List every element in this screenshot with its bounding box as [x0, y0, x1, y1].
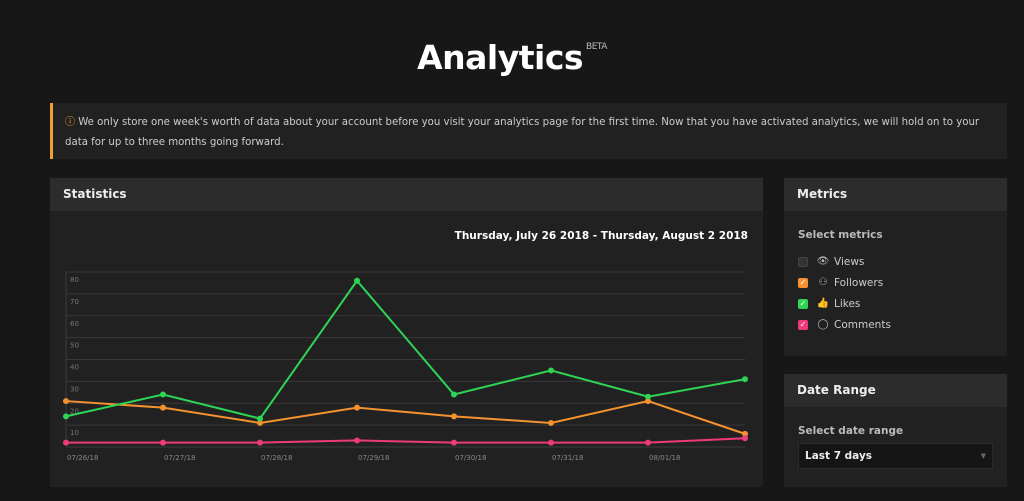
date-range-selected: Last 7 days: [805, 450, 873, 462]
metric-checkbox[interactable]: ✓: [798, 277, 808, 288]
metric-label: Comments: [834, 318, 891, 331]
beta-badge: BETA: [586, 42, 607, 52]
chevron-down-icon: ▼: [980, 452, 986, 460]
metric-comments[interactable]: ✓ ◯ Comments: [798, 314, 993, 335]
statistics-date-range: Thursday, July 26 2018 - Thursday, Augus…: [454, 230, 748, 242]
metric-label: Likes: [834, 297, 861, 310]
notice-text: We only store one week's worth of data a…: [65, 117, 980, 148]
metric-checkbox[interactable]: ✓: [798, 319, 808, 330]
metrics-title: Metrics: [784, 178, 1007, 211]
metric-checkbox[interactable]: [798, 256, 808, 267]
date-range-label: Select date range: [798, 425, 904, 437]
info-notice: ⓘ We only store one week's worth of data …: [50, 103, 1007, 159]
metrics-label: Select metrics: [798, 229, 883, 241]
info-circle-icon: ⓘ: [65, 117, 76, 128]
metric-likes[interactable]: ✓ 👍 Likes: [798, 293, 993, 314]
statistics-title: Statistics: [50, 178, 763, 211]
metric-views[interactable]: 👁 Views: [798, 251, 993, 272]
eye-icon: 👁: [816, 256, 830, 267]
user-plus-icon: ⚇: [818, 277, 828, 288]
metric-label: Followers: [834, 276, 884, 289]
metric-followers[interactable]: ✓ ⚇ Followers: [798, 272, 993, 293]
comment-icon: ◯: [817, 319, 829, 330]
date-range-select[interactable]: Last 7 days ▼: [798, 443, 993, 469]
page-title-text: Analytics: [417, 38, 584, 77]
statistics-panel: Statistics Thursday, July 26 2018 - Thur…: [50, 178, 763, 487]
metric-checkbox[interactable]: ✓: [798, 298, 808, 309]
date-range-title: Date Range: [784, 374, 1007, 407]
metrics-panel: Metrics Select metrics 👁 Views ✓ ⚇ Followers…: [784, 178, 1007, 356]
metric-label: Views: [834, 255, 865, 268]
page-title: Analytics BETA: [0, 38, 1024, 77]
thumbs-up-icon: 👍: [816, 298, 830, 309]
date-range-panel: Date Range Select date range Last 7 days…: [784, 374, 1007, 487]
